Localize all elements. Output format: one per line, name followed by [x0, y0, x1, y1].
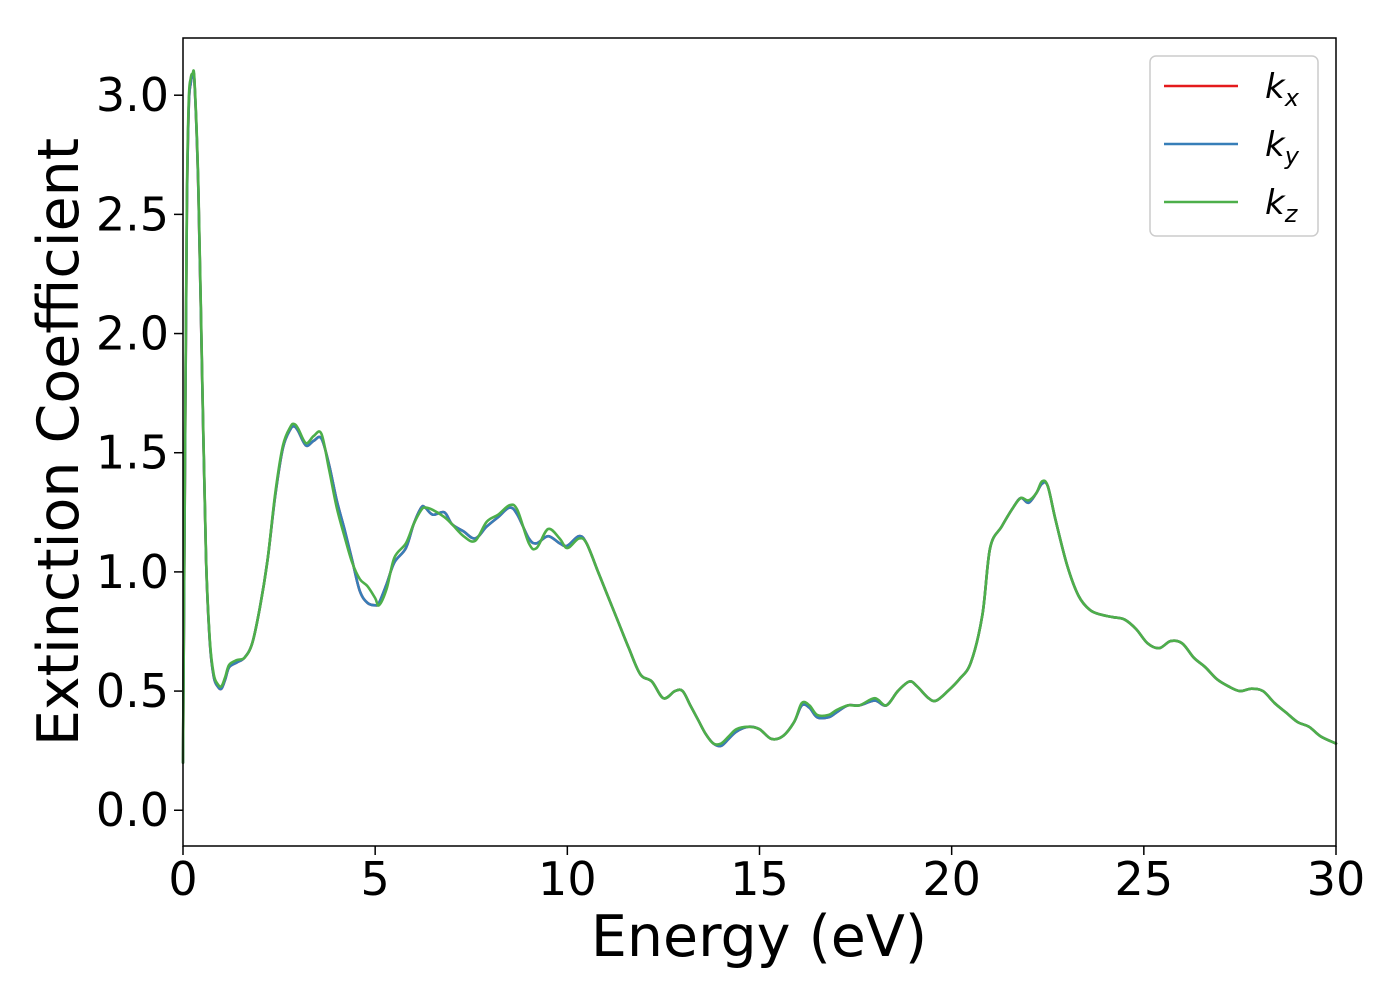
x-tick-label: 15	[730, 852, 789, 906]
x-tick-label: 10	[538, 852, 597, 906]
series-line-kz	[181, 69, 1338, 764]
legend-label-main: k	[1265, 183, 1286, 223]
x-axis-ticks: 0 5 10 15 20 25 30	[168, 846, 1365, 906]
x-axis-label: Energy (eV)	[591, 904, 927, 970]
x-tick-label: 5	[361, 852, 390, 906]
legend-label-main: k	[1265, 67, 1286, 107]
legend-label-kz: kz	[1265, 183, 1299, 228]
y-tick-label: 2.5	[96, 187, 169, 241]
y-tick-label: 2.0	[96, 307, 169, 361]
legend-label-kx: kx	[1265, 67, 1300, 112]
x-tick-label: 20	[922, 852, 981, 906]
legend-box	[1149, 55, 1319, 237]
y-tick-label: 1.5	[96, 426, 169, 480]
x-tick-label: 30	[1307, 852, 1366, 906]
y-tick-label: 3.0	[96, 68, 169, 122]
y-tick-label: 1.0	[96, 545, 169, 599]
x-tick-label: 0	[168, 852, 197, 906]
x-tick-label: 25	[1115, 852, 1174, 906]
legend-label-subscript: z	[1284, 200, 1299, 228]
y-tick-label: 0.5	[96, 664, 169, 718]
legend-label-subscript: y	[1284, 142, 1300, 170]
y-axis-ticks: 0.0 0.5 1.0 1.5 2.0 2.5 3.0	[96, 68, 183, 837]
y-axis-label: Extinction Coefficient	[26, 138, 92, 746]
plot-frame	[182, 37, 1337, 847]
y-tick-label: 0.0	[96, 783, 169, 837]
legend-label-main: k	[1265, 125, 1286, 165]
legend-label-ky: ky	[1265, 125, 1300, 170]
series-lines	[181, 69, 1338, 764]
legend-label-subscript: x	[1284, 84, 1300, 112]
